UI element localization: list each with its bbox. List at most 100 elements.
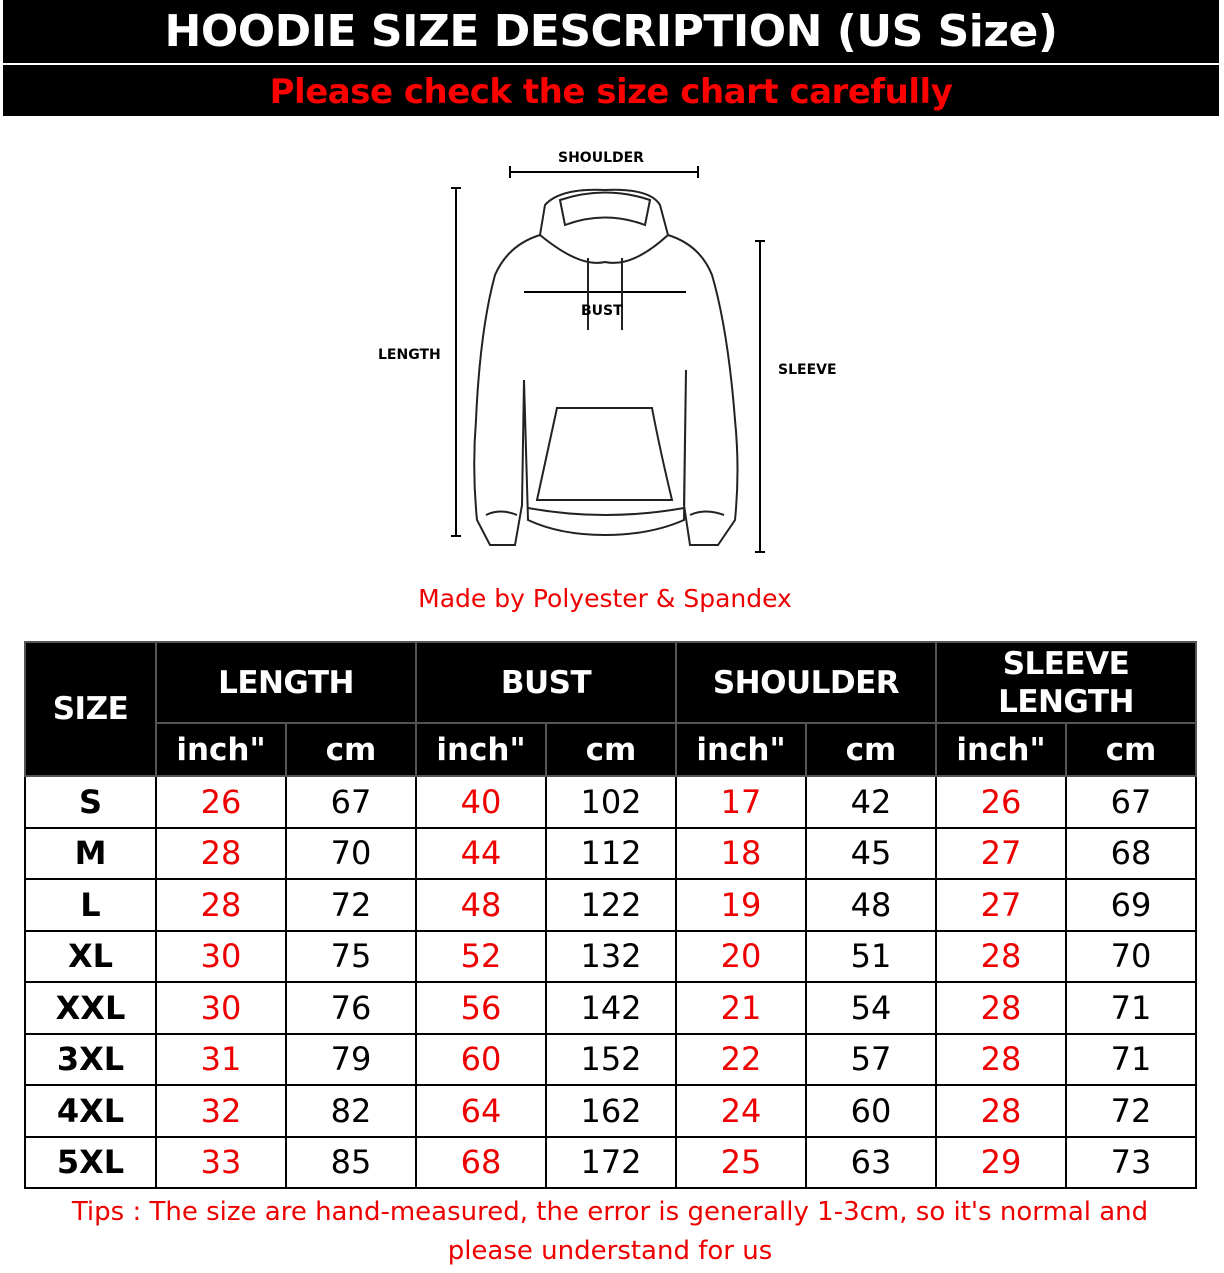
cm-value-cell: 122 — [545, 878, 677, 932]
cm-value-cell: 51 — [805, 929, 937, 983]
page-title: HOODIE SIZE DESCRIPTION (US Size) — [3, 0, 1219, 63]
inch-value-cell: 24 — [675, 1084, 807, 1138]
inch-value-cell: 28 — [935, 981, 1067, 1035]
cm-value-cell: 132 — [545, 929, 677, 983]
inch-value-cell: 27 — [935, 878, 1067, 932]
size-cell: 4XL — [24, 1084, 157, 1138]
inch-value-cell: 28 — [155, 826, 287, 880]
cm-value-cell: 60 — [805, 1084, 937, 1138]
size-cell: XL — [24, 929, 157, 983]
inch-value-cell: 30 — [155, 929, 287, 983]
unit-header-cm: cm — [285, 722, 417, 777]
tips-note: Tips : The size are hand-measured, the e… — [71, 1197, 1149, 1266]
inch-value-cell: 17 — [675, 775, 807, 829]
cm-value-cell: 85 — [285, 1135, 417, 1189]
inch-value-cell: 26 — [155, 775, 287, 829]
size-cell: XXL — [24, 981, 157, 1035]
cm-value-cell: 71 — [1065, 981, 1197, 1035]
cm-value-cell: 75 — [285, 929, 417, 983]
cm-value-cell: 152 — [545, 1032, 677, 1086]
inch-value-cell: 33 — [155, 1135, 287, 1189]
inch-value-cell: 28 — [935, 1032, 1067, 1086]
cm-value-cell: 72 — [1065, 1084, 1197, 1138]
table-row: XXL 30 76 56 142 21 54 28 71 — [24, 981, 1197, 1035]
inch-value-cell: 21 — [675, 981, 807, 1035]
unit-header-cm: cm — [805, 722, 937, 777]
cm-value-cell: 142 — [545, 981, 677, 1035]
cm-value-cell: 102 — [545, 775, 677, 829]
inch-value-cell: 19 — [675, 878, 807, 932]
cm-value-cell: 42 — [805, 775, 937, 829]
unit-header-inch: inch" — [155, 722, 287, 777]
group-header-sleeve-length: SLEEVE LENGTH — [935, 641, 1197, 724]
cm-value-cell: 69 — [1065, 878, 1197, 932]
unit-header-inch: inch" — [935, 722, 1067, 777]
length-arrow — [451, 187, 461, 537]
size-cell: L — [24, 878, 157, 932]
inch-value-cell: 30 — [155, 981, 287, 1035]
inch-value-cell: 48 — [415, 878, 547, 932]
table-row: 4XL 32 82 64 162 24 60 28 72 — [24, 1084, 1197, 1138]
cm-value-cell: 67 — [285, 775, 417, 829]
group-header-length: LENGTH — [155, 641, 417, 724]
inch-value-cell: 52 — [415, 929, 547, 983]
shoulder-arrow — [509, 166, 699, 178]
shoulder-label: SHOULDER — [558, 150, 644, 166]
table-row: M 28 70 44 112 18 45 27 68 — [24, 826, 1197, 880]
size-cell: 3XL — [24, 1032, 157, 1086]
inch-value-cell: 60 — [415, 1032, 547, 1086]
cm-value-cell: 48 — [805, 878, 937, 932]
sleeve-arrow — [755, 240, 765, 553]
material-note: Made by Polyester & Spandex — [418, 584, 792, 613]
inch-value-cell: 28 — [935, 1084, 1067, 1138]
inch-value-cell: 32 — [155, 1084, 287, 1138]
table-row: 3XL 31 79 60 152 22 57 28 71 — [24, 1032, 1197, 1086]
cm-value-cell: 70 — [285, 826, 417, 880]
inch-value-cell: 28 — [935, 929, 1067, 983]
cm-value-cell: 57 — [805, 1032, 937, 1086]
table-row: 5XL 33 85 68 172 25 63 29 73 — [24, 1135, 1197, 1189]
inch-value-cell: 31 — [155, 1032, 287, 1086]
unit-header-cm: cm — [545, 722, 677, 777]
cm-value-cell: 68 — [1065, 826, 1197, 880]
inch-value-cell: 29 — [935, 1135, 1067, 1189]
cm-value-cell: 54 — [805, 981, 937, 1035]
size-header: SIZE — [24, 641, 157, 777]
size-table: SIZE LENGTH BUST SHOULDER SLEEVE LENGTH … — [24, 641, 1197, 1189]
hoodie-outline-icon — [473, 188, 739, 546]
inch-value-cell: 27 — [935, 826, 1067, 880]
hoodie-diagram — [451, 166, 765, 553]
cm-value-cell: 82 — [285, 1084, 417, 1138]
inch-value-cell: 22 — [675, 1032, 807, 1086]
inch-value-cell: 25 — [675, 1135, 807, 1189]
cm-value-cell: 72 — [285, 878, 417, 932]
unit-header-inch: inch" — [415, 722, 547, 777]
inch-value-cell: 64 — [415, 1084, 547, 1138]
table-row: L 28 72 48 122 19 48 27 69 — [24, 878, 1197, 932]
group-header-bust: BUST — [415, 641, 677, 724]
inch-value-cell: 28 — [155, 878, 287, 932]
unit-header-cm: cm — [1065, 722, 1197, 777]
inch-value-cell: 40 — [415, 775, 547, 829]
inch-value-cell: 68 — [415, 1135, 547, 1189]
cm-value-cell: 112 — [545, 826, 677, 880]
bust-label: BUST — [581, 303, 623, 319]
inch-value-cell: 20 — [675, 929, 807, 983]
sleeve-label: SLEEVE — [778, 362, 837, 378]
unit-header-inch: inch" — [675, 722, 807, 777]
inch-value-cell: 56 — [415, 981, 547, 1035]
cm-value-cell: 73 — [1065, 1135, 1197, 1189]
size-cell: 5XL — [24, 1135, 157, 1189]
length-label: LENGTH — [378, 347, 441, 363]
cm-value-cell: 79 — [285, 1032, 417, 1086]
cm-value-cell: 70 — [1065, 929, 1197, 983]
group-header-shoulder: SHOULDER — [675, 641, 937, 724]
size-cell: S — [24, 775, 157, 829]
cm-value-cell: 67 — [1065, 775, 1197, 829]
cm-value-cell: 71 — [1065, 1032, 1197, 1086]
inch-value-cell: 26 — [935, 775, 1067, 829]
size-cell: M — [24, 826, 157, 880]
inch-value-cell: 18 — [675, 826, 807, 880]
cm-value-cell: 172 — [545, 1135, 677, 1189]
cm-value-cell: 45 — [805, 826, 937, 880]
